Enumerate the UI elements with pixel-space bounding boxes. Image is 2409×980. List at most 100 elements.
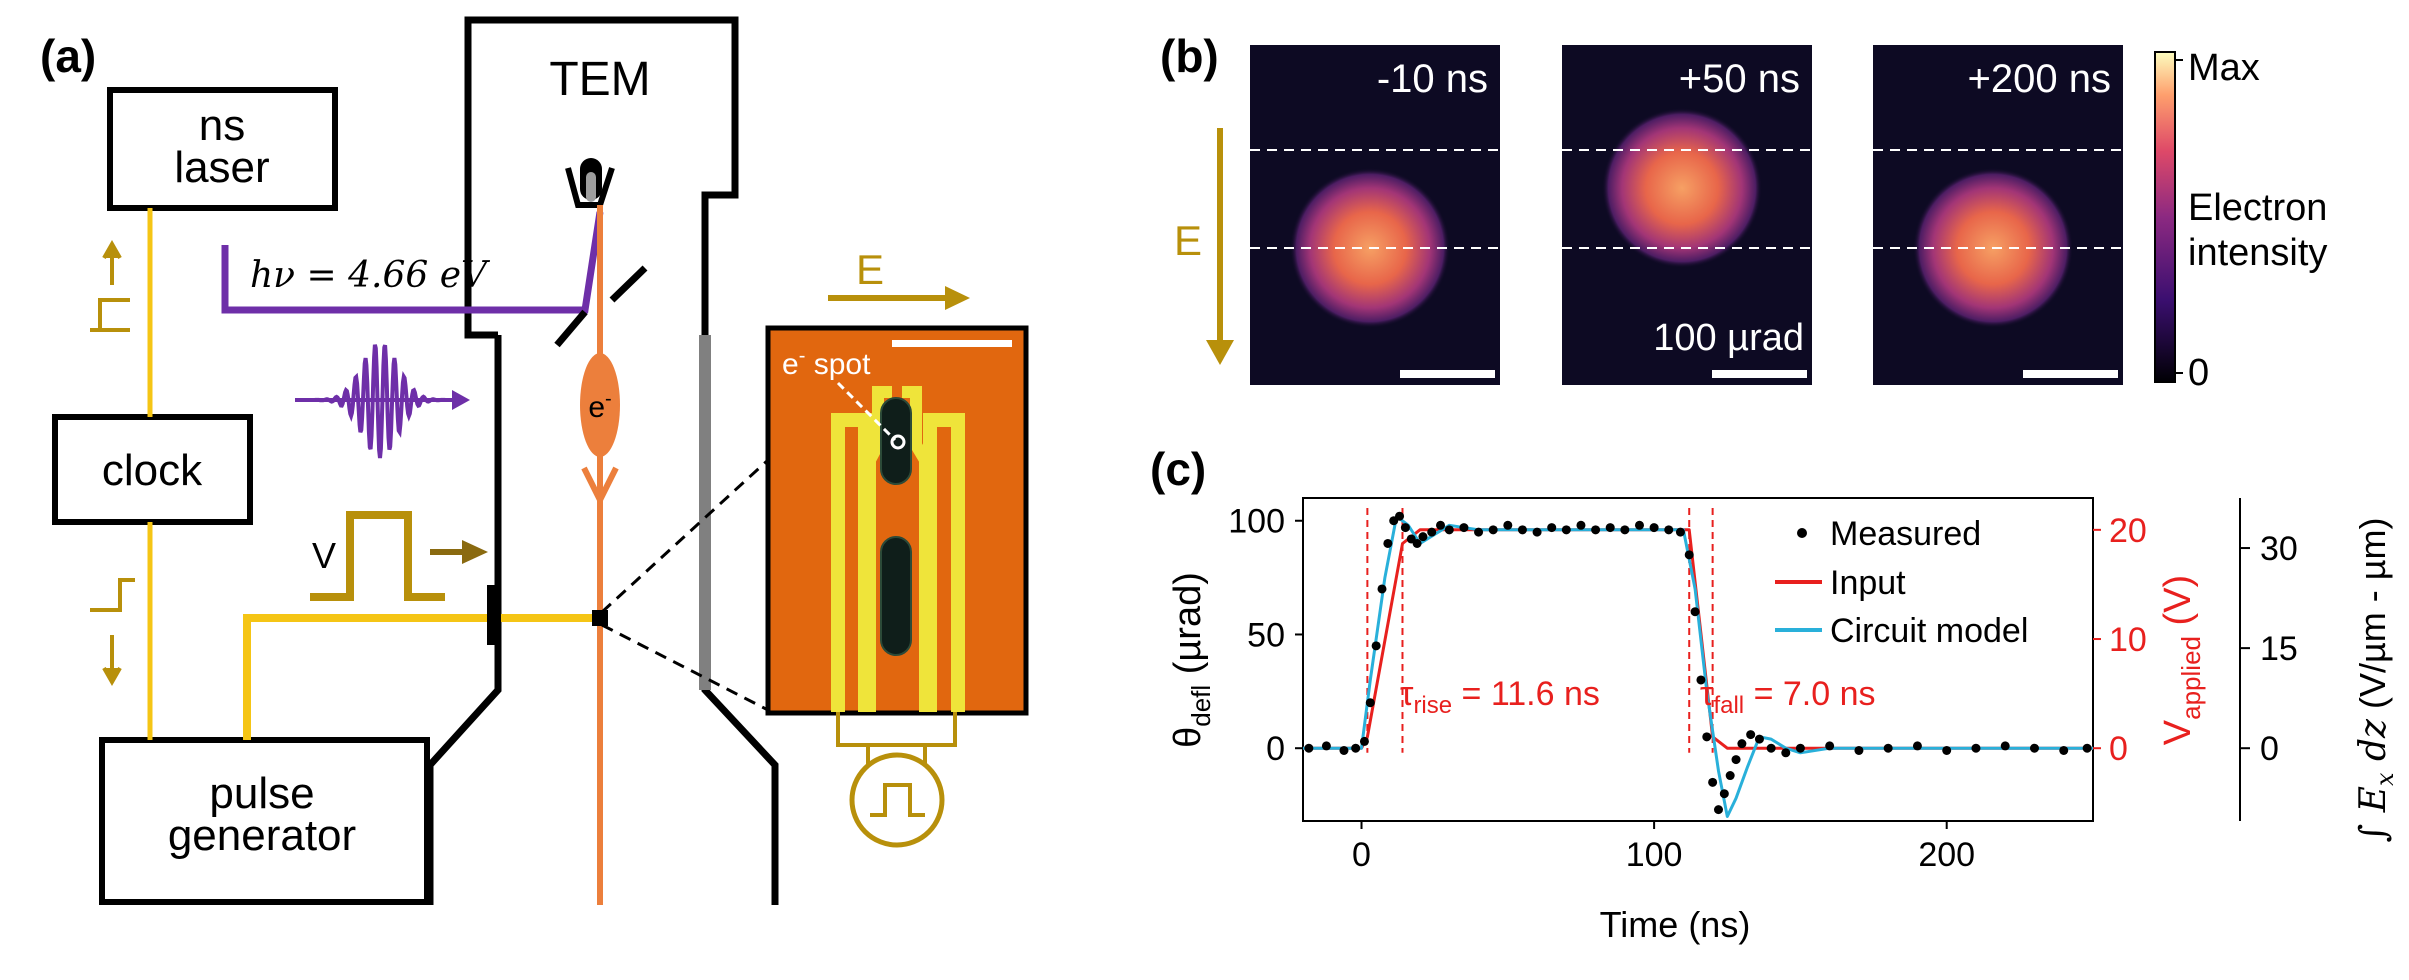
laser-pulse-icon <box>295 344 470 459</box>
y-tick-label: 0 <box>1266 730 1285 768</box>
measured-point <box>1444 525 1454 535</box>
frame-time-label: +200 ns <box>1968 57 2111 101</box>
measured-point <box>1436 520 1446 530</box>
voltage-pulse-icon <box>310 511 445 601</box>
pulse-generator-line1: pulse <box>209 769 314 818</box>
measured-point <box>1605 523 1615 533</box>
field-arrow-a-head <box>945 286 970 310</box>
x-axis-label: Time (ns) <box>1600 904 1751 945</box>
frame-time-label: +50 ns <box>1679 57 1800 101</box>
measured-point <box>1576 520 1586 530</box>
voltage-arrow-head <box>462 540 488 564</box>
measured-point <box>1725 771 1735 781</box>
tem-column-outline-left <box>426 335 502 905</box>
tem-label: TEM <box>549 53 650 106</box>
y3-tick-label: 0 <box>2260 730 2279 768</box>
measured-point <box>1620 525 1630 535</box>
measured-point <box>1690 607 1700 617</box>
y-tick-label: 100 <box>1228 503 1285 541</box>
measured-point <box>1591 525 1601 535</box>
x-tick-label: 0 <box>1352 836 1371 874</box>
frame-1: -10 ns <box>1250 45 1500 385</box>
measured-point <box>1795 743 1805 753</box>
measured-point <box>1371 641 1381 651</box>
measured-point <box>1781 748 1791 758</box>
colorbar-label-line1: Electron <box>2188 187 2327 229</box>
measured-point <box>1459 523 1469 533</box>
plot-frame <box>1302 497 2094 822</box>
aperture-right <box>609 265 648 303</box>
measured-point <box>1719 789 1729 799</box>
measured-point <box>1737 739 1747 749</box>
measured-point <box>1702 732 1712 742</box>
clock-label: clock <box>102 446 203 495</box>
photon-energy-label: hν = 4.66 eV <box>250 255 491 296</box>
x-tick-label: 100 <box>1626 836 1683 874</box>
measured-point <box>1696 675 1706 685</box>
measured-point <box>1304 743 1314 753</box>
y3-axis-label: ∫ Ex dz (V/µm - µm) <box>2352 518 2399 843</box>
y2-axis-label: Vapplied (V) <box>2157 575 2206 745</box>
electron-spot <box>1602 108 1762 268</box>
measured-point <box>2029 743 2039 753</box>
measured-point <box>1675 527 1685 537</box>
measured-point <box>1321 741 1331 751</box>
y2-tick-label: 10 <box>2109 621 2147 659</box>
measured-point <box>1427 527 1437 537</box>
field-arrow-b-head <box>1206 340 1234 365</box>
electron-packet <box>580 353 620 457</box>
measured-point <box>1561 525 1571 535</box>
voltage-label: V <box>312 535 336 576</box>
measured-point <box>2082 743 2092 753</box>
frame-time-label: -10 ns <box>1377 57 1488 101</box>
panel-a: (a) ns laser clock pulse generator TE <box>40 16 1029 905</box>
measured-point <box>1971 743 1981 753</box>
measured-point <box>1395 511 1405 521</box>
ns-laser-box <box>107 87 338 211</box>
measured-point <box>1649 523 1659 533</box>
measured-point <box>1488 525 1498 535</box>
measured-point <box>1517 525 1527 535</box>
measured-point <box>1412 538 1422 548</box>
y2-tick-label: 0 <box>2109 730 2128 768</box>
ns-laser-line1: ns <box>199 101 245 150</box>
measured-point <box>1634 520 1644 530</box>
measured-point <box>1474 527 1484 537</box>
measured-point <box>1359 736 1369 746</box>
y3-tick-label: 15 <box>2260 630 2298 668</box>
y2-tick-label: 20 <box>2109 512 2147 550</box>
laser-beam <box>221 211 604 314</box>
measured-point <box>2000 741 2010 751</box>
e-spot-label: e- spot <box>782 345 871 381</box>
measured-point <box>1754 734 1764 744</box>
measured-point <box>1664 525 1674 535</box>
y3-tick-label: 30 <box>2260 530 2298 568</box>
aperture-left <box>554 309 588 348</box>
sample-holder-clamp <box>487 585 501 645</box>
y-axis-label: θdefl (µrad) <box>1167 572 1216 748</box>
measured-point <box>1365 698 1375 708</box>
panel-a-label: (a) <box>40 30 96 82</box>
measured-point <box>1912 741 1922 751</box>
measured-point <box>1746 730 1756 740</box>
pulse-wire <box>243 614 595 740</box>
fall-time-annotation: τfall = 7.0 ns <box>1700 675 1876 719</box>
measured-point <box>1883 743 1893 753</box>
y-tick-label: 50 <box>1247 616 1285 654</box>
scale-bar-label: 100 µrad <box>1653 317 1804 359</box>
measured-point <box>1713 805 1723 815</box>
trigger-pulse-down-icon <box>90 578 135 687</box>
legend-measured: Measured <box>1830 515 1981 553</box>
voltage-source-pulse-icon <box>870 783 925 817</box>
measured-point <box>1942 745 1952 755</box>
electron-arrow-icon <box>581 466 619 507</box>
electron-label: e- <box>588 388 611 424</box>
trigger-pulse-up-icon <box>90 239 130 332</box>
pulse-generator-box <box>99 737 430 905</box>
tem-column-outline <box>464 16 779 905</box>
colorbar-min: 0 <box>2188 352 2209 394</box>
measured-point <box>1377 584 1387 594</box>
